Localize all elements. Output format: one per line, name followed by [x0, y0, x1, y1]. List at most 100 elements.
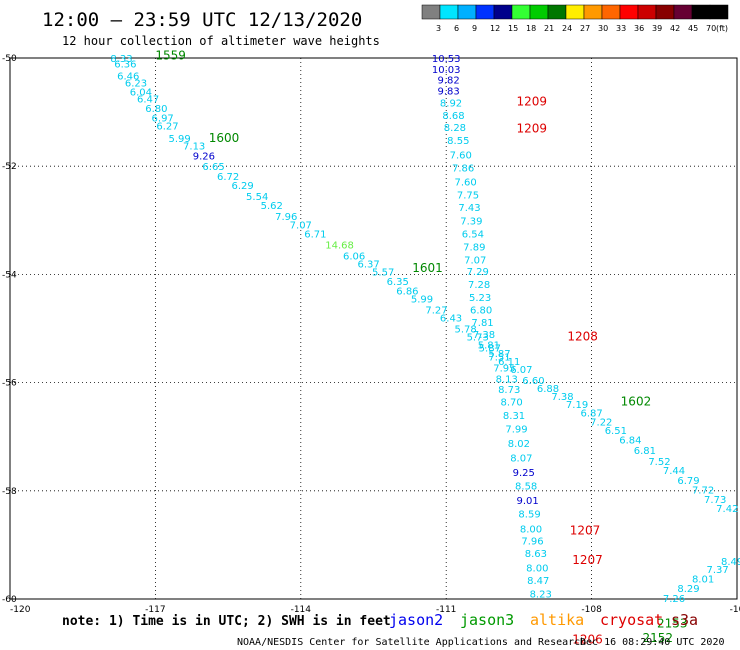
wave-height-value: 5.99 — [411, 295, 433, 306]
wave-height-value: 6.37 — [358, 260, 380, 271]
wave-height-value: 7.96 — [275, 212, 297, 223]
wave-height-value: 8.73 — [498, 385, 520, 396]
pass-time-label: 1602 — [621, 395, 652, 409]
colorbar-label: 27 — [580, 24, 590, 33]
colorbar-label: 3 — [436, 24, 441, 33]
pass-time-label: 1207 — [572, 553, 603, 567]
wave-height-value: 7.96 — [521, 537, 543, 548]
colorbar-label: 70 — [706, 24, 716, 33]
lon-tick-label: -108 — [581, 605, 602, 615]
map-frame — [9, 57, 738, 600]
lat-tick-label: -58 — [2, 487, 17, 497]
wave-height-value: 8.02 — [508, 439, 530, 450]
lat-tick-label: -56 — [2, 379, 17, 389]
colorbar-label: 39 — [652, 24, 662, 33]
colorbar-swatch — [511, 4, 531, 20]
pass-time-label: 1601 — [412, 261, 443, 275]
colorbar-swatch — [583, 4, 603, 20]
wave-height-value: 6.72 — [217, 172, 239, 183]
wave-height-value: 5.54 — [246, 192, 268, 203]
colorbar-swatch — [655, 4, 675, 20]
colorbar-swatch — [421, 4, 441, 20]
wave-height-value: 14.68 — [325, 241, 354, 252]
wave-height-value: 8.70 — [500, 398, 522, 409]
colorbar: 3 6 9 12 15 18 21 24 27 30 33 36 39 42 45 70 (ft) — [421, 4, 729, 33]
wave-height-value: 5.78 — [454, 325, 476, 336]
colorbar-label: 24 — [562, 24, 572, 33]
wave-height-value: 6.04 — [130, 88, 152, 99]
wave-height-value: 7.42 — [716, 504, 738, 515]
wave-height-value: 8.29 — [677, 584, 699, 595]
wave-height-value: 9.82 — [437, 76, 459, 87]
wave-height-value: 7.44 — [663, 466, 685, 477]
lon-tick-label: -114 — [291, 605, 312, 615]
wave-height-value: 6.35 — [387, 277, 409, 288]
page-subtitle: 12 hour collection of altimeter wave hei… — [62, 34, 380, 48]
wave-height-value: 9.26 — [193, 151, 215, 162]
wave-height-value: 8.00 — [520, 525, 542, 536]
wave-height-value: 7.60 — [454, 177, 476, 188]
colorbar-label: 21 — [544, 24, 554, 33]
wave-height-value: 7.19 — [566, 400, 588, 411]
lat-tick-label: -50 — [2, 54, 17, 64]
colorbar-label: 6 — [454, 24, 459, 33]
colorbar-label: 9 — [472, 24, 477, 33]
wave-height-value: 7.75 — [457, 190, 479, 201]
wave-height-value: 6.11 — [498, 357, 520, 368]
colorbar-unit: (ft) — [716, 24, 728, 33]
wave-height-value: 10.03 — [432, 65, 461, 76]
wave-height-value: 7.07 — [464, 255, 486, 266]
wave-height-value: 6.80 — [470, 306, 492, 317]
wave-height-value: 5.62 — [261, 201, 283, 212]
wave-height-value: 5.73 — [467, 333, 489, 344]
wave-height-value: 8.01 — [692, 574, 714, 585]
axis-labels: -120 -117 -114 -111 -108 -10 -50 -52 -54 -56 -58 -6… — [2, 54, 740, 615]
wave-height-value: 7.81 — [471, 318, 493, 329]
pass-time-label: 1559 — [155, 48, 186, 62]
wave-height-value: 6.06 — [343, 251, 365, 262]
wave-height-value: 7.26 — [663, 594, 685, 605]
wave-height-value: 9.25 — [513, 468, 535, 479]
colorbar-swatch — [475, 4, 495, 20]
wave-height-value: 6.23 — [125, 78, 147, 89]
colorbar-label: 45 — [688, 24, 698, 33]
wave-height-value: 8.68 — [442, 111, 464, 122]
wave-height-value: 6.47 — [137, 95, 159, 106]
wave-height-value: 6.71 — [304, 229, 326, 240]
wave-height-value: 6.54 — [462, 229, 484, 240]
pass-time-label: 1207 — [570, 523, 601, 537]
lon-tick-label: -111 — [436, 605, 456, 615]
wave-height-value: 7.28 — [468, 280, 490, 291]
colorbar-swatch — [529, 4, 549, 20]
wave-height-value: 7.22 — [590, 418, 612, 429]
wave-height-value: 8.00 — [526, 564, 548, 575]
colorbar-label: 33 — [616, 24, 626, 33]
wave-height-value: 6.27 — [156, 122, 178, 133]
wave-height-value: 7.39 — [460, 216, 482, 227]
wave-height-value: 8.31 — [503, 411, 525, 422]
page-title: 12:00 – 23:59 UTC 12/13/2020 — [42, 9, 362, 31]
wave-height-value: 7.99 — [505, 425, 527, 436]
pass-time-label: 1208 — [567, 330, 598, 344]
wave-height-value: 7.43 — [458, 203, 480, 214]
wave-height-value: 8.23 — [530, 590, 552, 601]
colorbar-swatch — [439, 4, 459, 20]
pass-time-label: 2153 — [657, 616, 688, 630]
wave-height-value: 8.47 — [527, 576, 549, 587]
colorbar-label: 12 — [490, 24, 500, 33]
colorbar-swatch — [709, 4, 729, 20]
wave-height-value: 5.23 — [469, 293, 491, 304]
wave-height-value: 7.72 — [692, 486, 714, 497]
wave-height-value: 9.01 — [516, 496, 538, 507]
wave-height-value: 8.13 — [496, 374, 518, 385]
wave-height-value: 8.58 — [515, 481, 537, 492]
footer-credit: NOAA/NESDIS Center for Satellite Applica… — [237, 637, 586, 648]
lat-tick-label: -54 — [2, 270, 17, 280]
wave-height-value: 7.52 — [648, 457, 670, 468]
wave-height-value: 5.87 — [488, 349, 510, 360]
colorbar-swatch — [673, 4, 693, 20]
wave-height-value: 6.29 — [232, 181, 254, 192]
colorbar-swatch — [601, 4, 621, 20]
wave-height-value: 6.80 — [145, 104, 167, 115]
